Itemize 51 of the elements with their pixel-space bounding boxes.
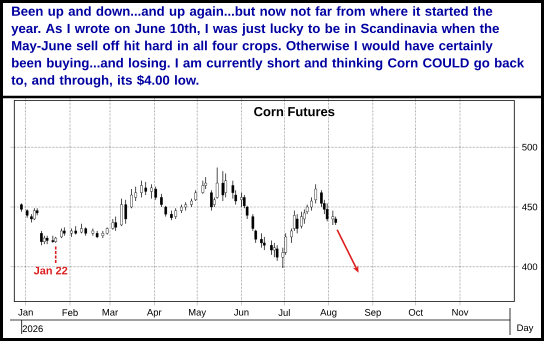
candlestick [114,216,118,232]
candlestick [80,223,83,234]
candlestick [144,182,148,196]
candlestick [160,193,163,208]
candlestick [150,184,153,199]
y-tick-label: 400 [522,263,538,270]
candlestick [170,210,173,221]
y-tick-label: 450 [522,204,538,210]
x-tick-label: Jun [234,309,248,316]
chart-title: Corn Futures [254,107,334,116]
candlestick [262,236,266,250]
text: Day [517,324,534,333]
candlestick [332,210,334,226]
candlestick [194,190,198,202]
candlestick [326,203,328,222]
candlestick [112,218,114,230]
candlestick [260,232,263,248]
annotation: Jan 22 [34,266,68,274]
candlestick [60,228,63,238]
candlestick [32,208,36,221]
candlestick [222,170,224,202]
candlestick [70,228,73,238]
candlestick [210,190,213,211]
candlestick [120,198,123,226]
candlestick [174,208,178,220]
candlestick [272,242,276,258]
candlestick [202,180,204,194]
candlestick [314,184,318,204]
y-tick-label: 500 [522,144,538,151]
candlestick [270,240,273,256]
x-tick-label: Sep [364,309,381,318]
candlestick [276,244,278,262]
candlestick [240,192,243,208]
x-tick-label: Aug [320,309,336,318]
candlestick [224,173,228,198]
candlestick [164,205,168,217]
candlestick [40,230,43,246]
candlestick [124,199,128,224]
x-tick-label: Jul [278,309,290,316]
x-tick-label: Feb [62,309,78,316]
x-tick-label: May [188,309,206,318]
x-tick-label: Nov [452,309,468,316]
x-tick-label: Oct [408,309,424,316]
candlestick [154,186,158,200]
candlestick [140,180,143,198]
chart-subtitle: Been up and down...and up again...but now not far from where it started the year. As I wrote on June 10th, I was just lucky to be in Scandinavia when the May-June sell off hit hard in all four crops. Otherwise I would have certainly been buying...and losing. I am currently short and thinking Corn COULD go back to, and through, its $4.00 low. [11,6,524,88]
text: 2026 [22,325,43,332]
x-tick-label: Apr [146,309,162,318]
x-tick-label: Mar [102,309,118,316]
x-tick-label: Jan [18,309,33,316]
candlestick [130,188,133,209]
